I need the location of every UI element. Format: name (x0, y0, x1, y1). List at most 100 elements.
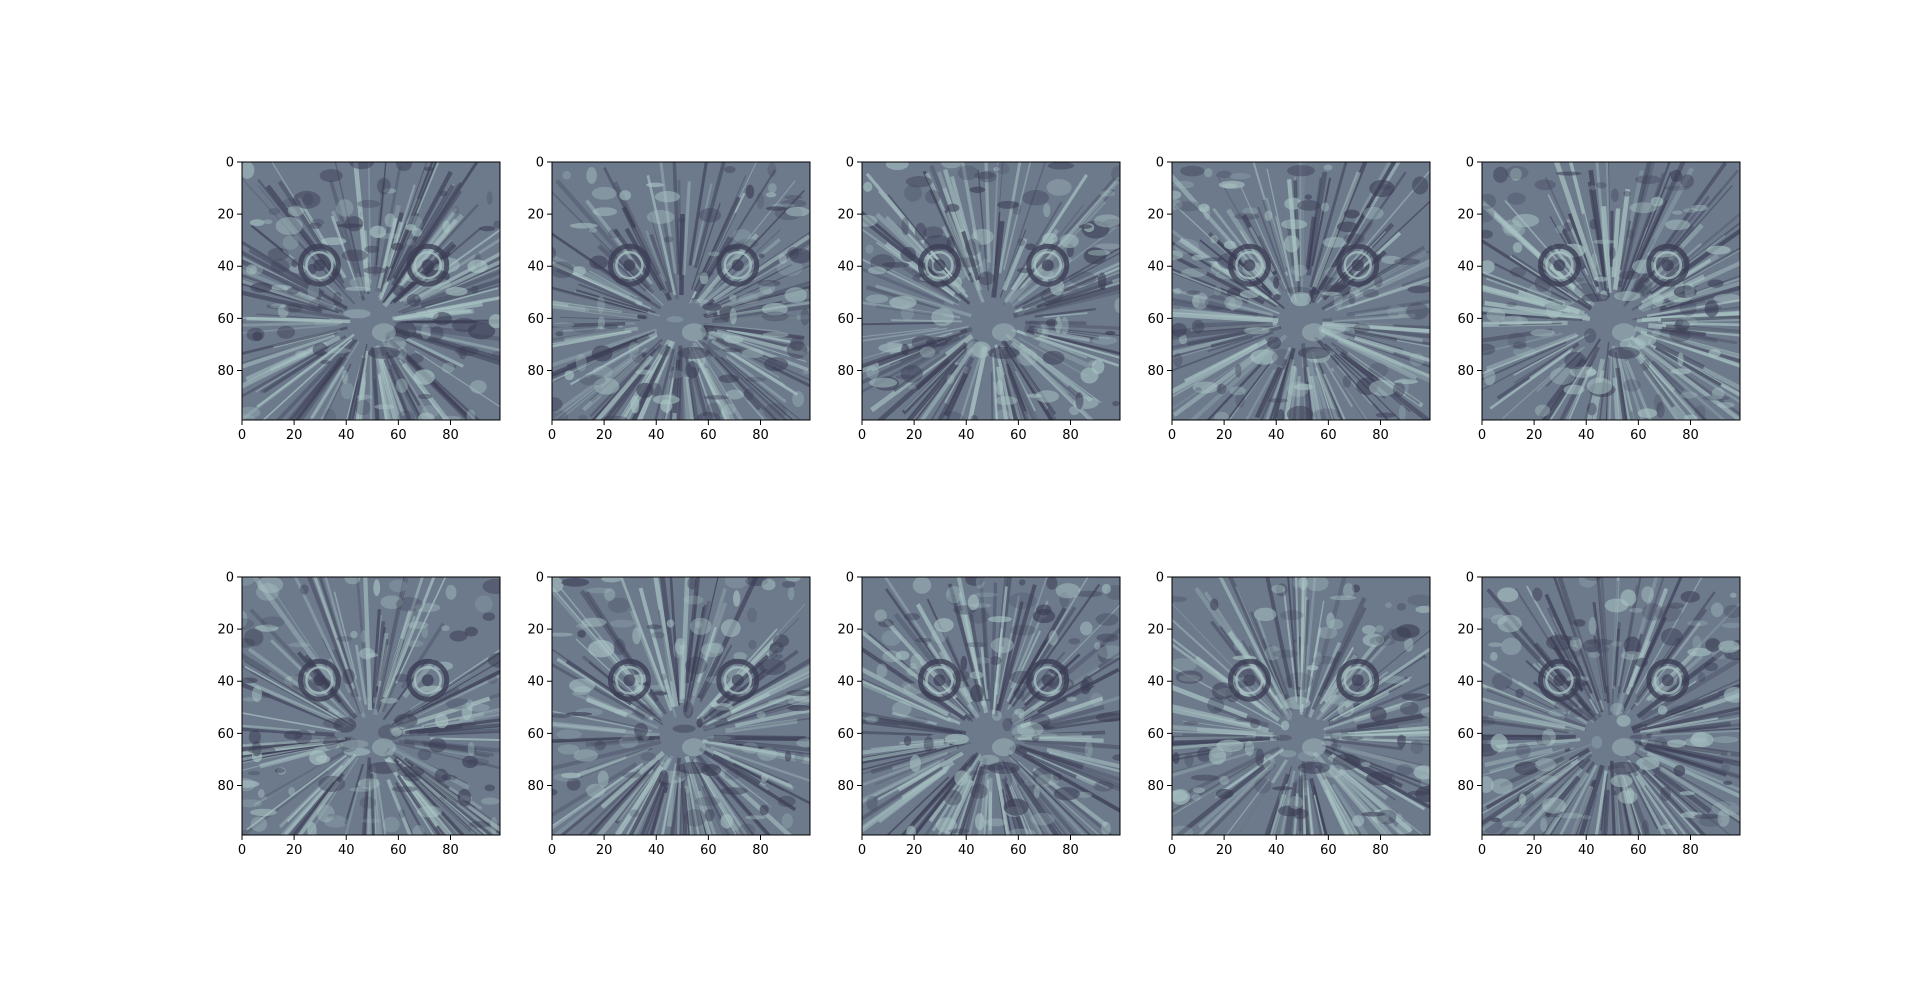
y-tick-label: 60 (527, 312, 544, 327)
y-tick-label: 0 (846, 571, 854, 586)
x-tick-label: 80 (1062, 843, 1079, 858)
heatmap-image (242, 577, 500, 835)
y-tick-label: 20 (1457, 623, 1474, 638)
y-tick-label: 80 (1457, 779, 1474, 794)
y-tick-label: 0 (226, 571, 234, 586)
heatmap-image (552, 577, 810, 835)
y-tick-label: 0 (1466, 571, 1474, 586)
y-tick-label: 0 (536, 156, 544, 171)
x-tick-label: 0 (1168, 843, 1176, 858)
x-tick-label: 0 (858, 843, 866, 858)
x-tick-label: 20 (906, 428, 923, 443)
x-tick-label: 80 (442, 843, 459, 858)
y-tick-label: 0 (1466, 156, 1474, 171)
x-tick-label: 40 (1268, 843, 1285, 858)
axes-frame (1481, 576, 1741, 836)
y-tick-label: 0 (846, 156, 854, 171)
x-tick-label: 80 (442, 428, 459, 443)
x-tick-label: 60 (1320, 428, 1337, 443)
x-tick-label: 40 (958, 428, 975, 443)
y-tick-label: 40 (837, 260, 854, 275)
y-tick-label: 20 (837, 208, 854, 223)
axes-frame (241, 161, 501, 421)
axes-frame (551, 576, 811, 836)
heatmap-image (1172, 577, 1430, 835)
heatmap-image (862, 162, 1120, 420)
x-tick-label: 80 (1372, 843, 1389, 858)
axes-frame (241, 576, 501, 836)
x-tick-label: 0 (548, 843, 556, 858)
x-tick-label: 80 (1682, 843, 1699, 858)
y-tick-label: 60 (1147, 727, 1164, 742)
y-tick-label: 40 (1457, 675, 1474, 690)
x-tick-label: 0 (548, 428, 556, 443)
axes-frame (551, 161, 811, 421)
x-tick-label: 60 (1630, 428, 1647, 443)
y-tick-label: 20 (527, 623, 544, 638)
y-tick-label: 60 (217, 312, 234, 327)
panel-1: 0 20 40 60 80 0 20 40 60 80 (217, 156, 501, 443)
x-tick-label: 20 (596, 843, 613, 858)
y-tick-label: 60 (837, 727, 854, 742)
y-tick-label: 40 (217, 260, 234, 275)
axes-frame (1481, 161, 1741, 421)
y-tick-label: 20 (837, 623, 854, 638)
y-tick-label: 80 (1457, 364, 1474, 379)
axes-frame (1171, 161, 1431, 421)
heatmap-image (862, 577, 1120, 835)
panel-9: 0 20 40 60 80 0 20 40 60 80 (1147, 571, 1431, 858)
x-tick-label: 20 (596, 428, 613, 443)
panel-4: 0 20 40 60 80 0 20 40 60 80 (1147, 156, 1431, 443)
x-tick-label: 80 (1372, 428, 1389, 443)
heatmap-image (1482, 162, 1740, 420)
y-tick-label: 20 (217, 208, 234, 223)
y-tick-label: 0 (1156, 156, 1164, 171)
y-tick-label: 60 (1457, 312, 1474, 327)
x-tick-label: 60 (1010, 843, 1027, 858)
x-tick-label: 0 (238, 428, 246, 443)
y-tick-label: 40 (527, 260, 544, 275)
x-tick-label: 20 (906, 843, 923, 858)
panel-10: 0 20 40 60 80 0 20 40 60 80 (1457, 571, 1741, 858)
y-tick-label: 20 (1147, 623, 1164, 638)
x-tick-label: 40 (1578, 428, 1595, 443)
heatmap-image (242, 162, 500, 420)
y-tick-label: 20 (217, 623, 234, 638)
x-tick-label: 60 (1010, 428, 1027, 443)
y-tick-label: 60 (837, 312, 854, 327)
x-tick-label: 0 (1168, 428, 1176, 443)
x-tick-label: 80 (752, 428, 769, 443)
x-tick-label: 60 (1630, 843, 1647, 858)
x-tick-label: 20 (1526, 428, 1543, 443)
x-tick-label: 80 (1062, 428, 1079, 443)
y-tick-label: 80 (217, 779, 234, 794)
x-tick-label: 0 (1478, 843, 1486, 858)
panel-7: 0 20 40 60 80 0 20 40 60 80 (527, 571, 811, 858)
x-tick-label: 60 (700, 428, 717, 443)
x-tick-label: 60 (390, 843, 407, 858)
y-tick-label: 80 (837, 779, 854, 794)
x-tick-label: 60 (1320, 843, 1337, 858)
y-tick-label: 40 (1457, 260, 1474, 275)
axes-frame (861, 161, 1121, 421)
x-tick-label: 40 (338, 843, 355, 858)
x-tick-label: 40 (958, 843, 975, 858)
y-tick-label: 20 (527, 208, 544, 223)
y-tick-label: 40 (217, 675, 234, 690)
x-tick-label: 40 (648, 843, 665, 858)
y-tick-label: 80 (1147, 779, 1164, 794)
x-tick-label: 0 (858, 428, 866, 443)
x-tick-label: 40 (338, 428, 355, 443)
y-tick-label: 0 (536, 571, 544, 586)
y-tick-label: 60 (527, 727, 544, 742)
y-tick-label: 40 (527, 675, 544, 690)
x-tick-label: 80 (752, 843, 769, 858)
heatmap-image (552, 162, 810, 420)
y-tick-label: 40 (1147, 675, 1164, 690)
y-tick-label: 60 (1147, 312, 1164, 327)
x-tick-label: 40 (1578, 843, 1595, 858)
x-tick-label: 60 (390, 428, 407, 443)
x-tick-label: 40 (1268, 428, 1285, 443)
panel-3: 0 20 40 60 80 0 20 40 60 80 (837, 156, 1121, 443)
y-tick-label: 40 (1147, 260, 1164, 275)
